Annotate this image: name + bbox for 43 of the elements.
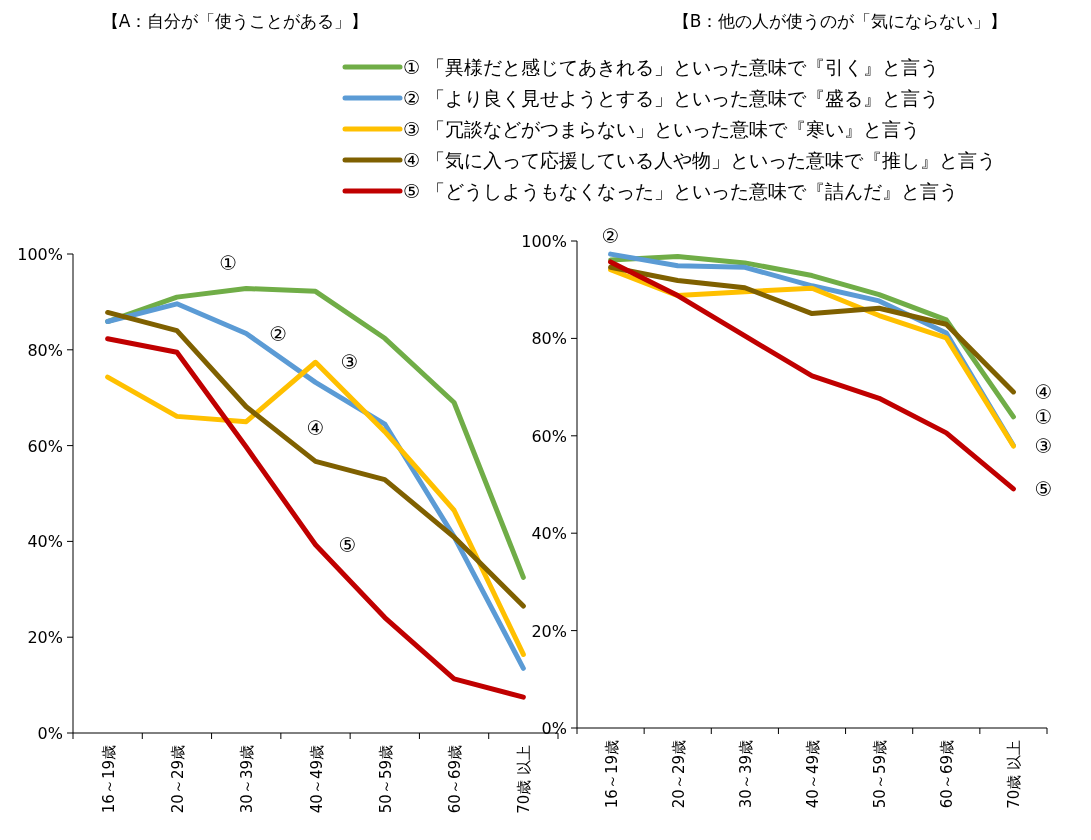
y-tick-label: 40% [531, 524, 567, 544]
y-tick-label: 100% [17, 245, 63, 264]
legend-label: ③ 「冗談などがつまらない」といった意味で『寒い』と言う [403, 118, 921, 140]
annotation: ④ [1034, 379, 1053, 404]
legend-label: ⑤ 「どうしようもなくなった」といった意味で『詰んだ』と言う [403, 180, 959, 202]
x-tick-label: 70歳 以上 [1005, 740, 1024, 809]
chart-title: 【A：自分が「使うことがある」】 [101, 11, 369, 31]
annotation: ① [219, 251, 238, 276]
y-tick-label: 100% [521, 232, 567, 251]
annotation: ② [601, 224, 620, 249]
x-tick-label: 20～29歳 [669, 740, 688, 809]
x-tick-label: 16～19歳 [602, 740, 621, 809]
x-tick-label: 30～39歳 [238, 745, 257, 814]
y-tick-label: 60% [531, 426, 567, 446]
y-tick-label: 0% [37, 724, 63, 743]
x-tick-label: 40～49歳 [307, 745, 326, 814]
x-tick-label: 16～19歳 [99, 745, 118, 814]
legend-label: ② 「より良く見せようとする」といった意味で『盛る』と言う [403, 87, 940, 109]
y-tick-label: 20% [531, 621, 567, 641]
legend-label: ④ 「気に入って応援している人や物」といった意味で『推し』と言う [403, 149, 997, 171]
y-tick-label: 60% [27, 436, 63, 456]
annotation: ③ [1034, 434, 1053, 459]
y-tick-label: 40% [27, 532, 63, 552]
y-tick-label: 80% [27, 340, 63, 360]
x-tick-label: 30～39歳 [736, 740, 755, 809]
legend-label: ① 「異様だと感じてあきれる」といった意味で『引く』と言う [403, 56, 940, 78]
x-tick-label: 60～69歳 [446, 745, 465, 814]
annotation: ⑤ [1034, 476, 1053, 501]
x-tick-label: 20～29歳 [168, 745, 187, 814]
y-tick-label: 20% [27, 628, 63, 648]
annotation: ⑤ [338, 532, 357, 557]
x-tick-label: 50～59歳 [376, 745, 395, 814]
annotation: ① [1034, 404, 1053, 429]
x-tick-label: 40～49歳 [804, 740, 822, 809]
x-tick-label: 70歳 以上 [515, 745, 534, 814]
x-tick-label: 50～59歳 [871, 740, 890, 809]
chart-title: 【B：他の人が使うのが「気にならない」】 [672, 11, 1008, 31]
annotation: ② [269, 321, 288, 346]
annotation: ③ [340, 350, 359, 375]
annotation: ④ [306, 416, 325, 441]
y-tick-label: 80% [531, 329, 567, 349]
y-tick-label: 0% [541, 719, 567, 738]
x-tick-label: 60～69歳 [938, 740, 957, 809]
